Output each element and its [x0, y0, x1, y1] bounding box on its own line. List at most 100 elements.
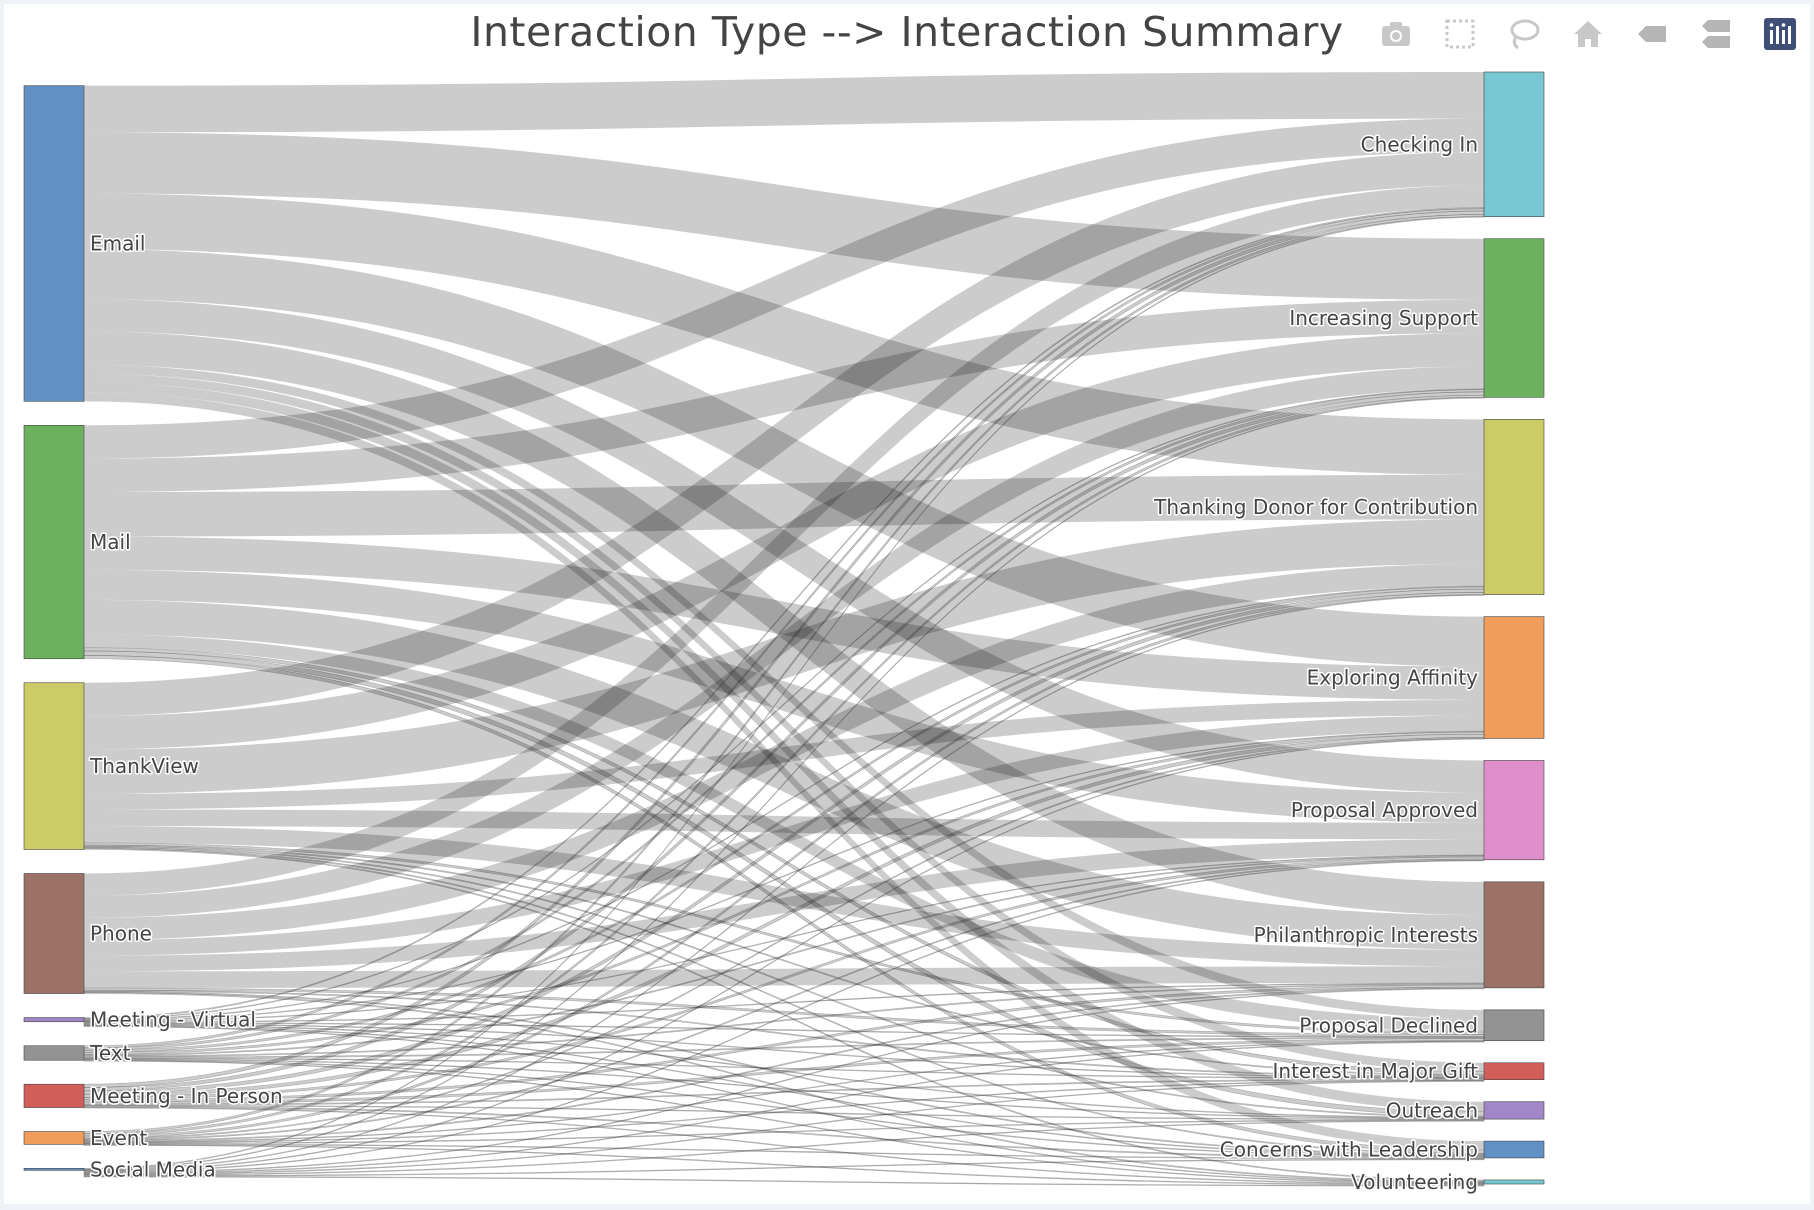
sankey-link[interactable]: [84, 132, 1484, 300]
sankey-link[interactable]: [83, 1143, 1485, 1160]
target-label: Interest in Major Gift: [1273, 1059, 1479, 1083]
sankey-link[interactable]: [84, 519, 1484, 794]
source-node-email[interactable]: [23, 85, 85, 402]
spike-lines-icon[interactable]: [1630, 14, 1674, 54]
sankey-link[interactable]: [83, 1119, 1485, 1145]
sankey-nodes: [23, 71, 1545, 1185]
source-label: Social Media: [90, 1157, 216, 1181]
target-node-interest-in-major-gift[interactable]: [1483, 1062, 1545, 1081]
target-node-philanthropic-interests[interactable]: [1483, 881, 1545, 989]
target-label: Checking In: [1361, 132, 1478, 156]
sankey-link[interactable]: [83, 1176, 1485, 1187]
sankey-link[interactable]: [84, 826, 1484, 967]
sankey-link[interactable]: [83, 738, 1485, 1172]
target-node-outreach[interactable]: [1483, 1101, 1545, 1120]
sankey-link[interactable]: [83, 1079, 1485, 1144]
compare-data-icon[interactable]: [1694, 14, 1738, 54]
source-label: Phone: [90, 922, 152, 946]
sankey-link[interactable]: [84, 249, 1484, 667]
target-node-proposal-declined[interactable]: [1483, 1009, 1545, 1042]
target-label: Exploring Affinity: [1307, 666, 1479, 690]
source-node-text[interactable]: [23, 1045, 85, 1061]
source-label: Text: [89, 1041, 131, 1065]
sankey-link[interactable]: [83, 1040, 1485, 1143]
sankey-link[interactable]: [84, 382, 1484, 1112]
camera-icon[interactable]: [1374, 14, 1418, 54]
sankey-link[interactable]: [83, 594, 1485, 1172]
sankey-link[interactable]: [84, 699, 1484, 810]
sankey-link[interactable]: [84, 299, 1484, 493]
target-node-proposal-approved[interactable]: [1483, 760, 1545, 861]
target-node-volunteering[interactable]: [1483, 1179, 1545, 1185]
source-node-meeting-virtual[interactable]: [23, 1017, 85, 1023]
sankey-link[interactable]: [83, 1120, 1485, 1176]
sankey-diagram: Email Mail ThankView Phone Meeting - Virtual…: [23, 71, 1545, 1195]
modebar: [1374, 14, 1802, 54]
source-label: Event: [90, 1126, 147, 1150]
sankey-link[interactable]: [83, 1158, 1485, 1177]
sankey-link[interactable]: [84, 193, 1484, 475]
source-label: Meeting - Virtual: [90, 1008, 256, 1032]
target-node-concerns-with-leadership[interactable]: [1483, 1140, 1545, 1159]
target-label: Concerns with Leadership: [1220, 1138, 1478, 1162]
sankey-link[interactable]: [83, 1105, 1485, 1120]
sankey-link[interactable]: [84, 966, 1484, 988]
source-label: ThankView: [89, 754, 199, 778]
source-node-social-media[interactable]: [23, 1168, 85, 1171]
target-label: Thanking Donor for Contribution: [1153, 495, 1478, 519]
target-node-thanking-donor-for-contribution[interactable]: [1483, 419, 1545, 595]
sankey-link[interactable]: [84, 569, 1484, 823]
source-node-phone[interactable]: [23, 873, 85, 994]
sankey-link[interactable]: [84, 536, 1484, 700]
target-node-exploring-affinity[interactable]: [1483, 616, 1545, 739]
source-node-thankview[interactable]: [23, 682, 85, 850]
sankey-link[interactable]: [83, 859, 1485, 1173]
sankey-link[interactable]: [83, 1106, 1485, 1185]
sankey-link[interactable]: [84, 392, 1484, 1150]
target-label: Proposal Declined: [1299, 1013, 1478, 1037]
sankey-link[interactable]: [83, 216, 1485, 1170]
sankey-link[interactable]: [84, 118, 1484, 459]
sankey-link[interactable]: [84, 72, 1484, 133]
target-label: Volunteering: [1351, 1170, 1478, 1194]
sankey-link[interactable]: [84, 152, 1484, 717]
target-label: Outreach: [1386, 1098, 1478, 1122]
sankey-link[interactable]: [84, 333, 1484, 750]
sankey-link[interactable]: [84, 634, 1484, 1033]
plotly-logo-icon[interactable]: [1758, 14, 1802, 54]
target-node-checking-in[interactable]: [1483, 71, 1545, 218]
sankey-link[interactable]: [83, 987, 1485, 1174]
source-label: Mail: [90, 530, 131, 554]
sankey-link[interactable]: [83, 1105, 1485, 1159]
sankey-link[interactable]: [83, 397, 1485, 1171]
chart-frame: Email Mail ThankView Phone Meeting - Virtual…: [4, 4, 1810, 1204]
sankey-link[interactable]: [84, 373, 1484, 1072]
sankey-link[interactable]: [84, 331, 1484, 916]
source-label: Meeting - In Person: [90, 1084, 283, 1108]
source-node-event[interactable]: [23, 1131, 85, 1145]
sankey-link[interactable]: [84, 563, 1484, 941]
sankey-link[interactable]: [83, 1080, 1485, 1176]
sankey-link[interactable]: [84, 599, 1484, 950]
sankey-link[interactable]: [83, 1144, 1485, 1186]
source-label: Email: [90, 232, 146, 256]
target-label: Increasing Support: [1289, 306, 1478, 330]
sankey-link[interactable]: [83, 986, 1485, 1142]
box-select-icon[interactable]: [1438, 14, 1482, 54]
target-node-increasing-support[interactable]: [1483, 238, 1545, 398]
source-node-meeting-in-person[interactable]: [23, 1083, 85, 1108]
lasso-select-icon[interactable]: [1502, 14, 1546, 54]
sankey-link[interactable]: [84, 839, 1484, 972]
sankey-link[interactable]: [83, 1041, 1485, 1175]
sankey-link[interactable]: [84, 364, 1484, 1019]
sankey-link[interactable]: [84, 366, 1484, 918]
source-node-mail[interactable]: [23, 425, 85, 660]
sankey-link[interactable]: [84, 185, 1484, 896]
sankey-link[interactable]: [83, 858, 1485, 1141]
sankey-link[interactable]: [84, 299, 1484, 793]
sankey-link[interactable]: [84, 474, 1484, 537]
sankey-link[interactable]: [84, 809, 1484, 840]
sankey-link[interactable]: [84, 715, 1484, 956]
sankey-links: [83, 72, 1485, 1187]
home-icon[interactable]: [1566, 14, 1610, 54]
